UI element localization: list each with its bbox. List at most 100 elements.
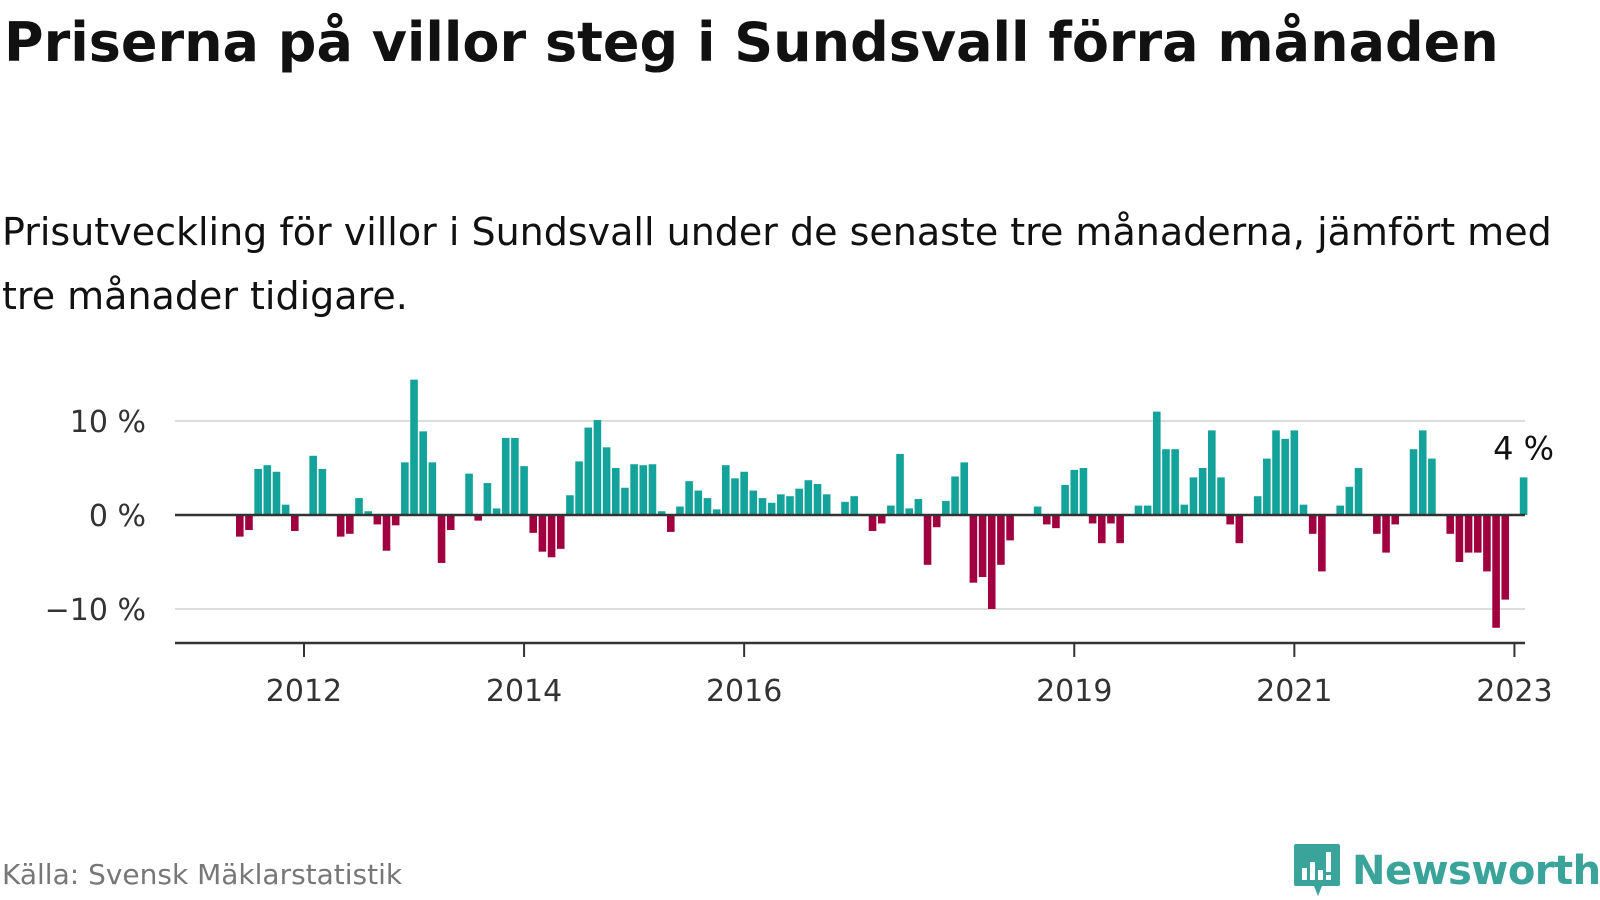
bars (236, 379, 1528, 628)
bar (896, 453, 904, 515)
bar (639, 465, 648, 515)
bar (437, 515, 446, 563)
bar (346, 515, 354, 534)
bar (841, 501, 849, 515)
bar (483, 483, 492, 515)
bar (336, 515, 345, 537)
bar (1272, 430, 1280, 515)
bar (822, 494, 831, 515)
bar (1208, 430, 1216, 515)
bar (1070, 469, 1079, 515)
bar (419, 431, 427, 515)
bar (648, 464, 657, 515)
bar (593, 420, 602, 515)
bar (1097, 515, 1106, 544)
bar (538, 515, 547, 552)
bar (556, 515, 565, 549)
bar (1382, 515, 1390, 553)
y-tick-label: 0 % (89, 499, 146, 534)
bar (1409, 449, 1418, 515)
bar (1217, 477, 1225, 515)
bar (1299, 504, 1308, 515)
bar (520, 466, 528, 515)
bar (1464, 515, 1473, 553)
bar (712, 509, 721, 515)
bar (355, 498, 363, 515)
bar-chart: 10 % 0 % −10 % 2012 2014 2016 2019 2021 2023 4 … (45, 379, 1554, 709)
bar (566, 495, 574, 515)
bar (731, 478, 739, 515)
bar (501, 437, 510, 515)
bar (263, 465, 272, 515)
bar (1281, 438, 1289, 515)
bar (291, 515, 299, 531)
bar (1153, 411, 1161, 515)
bar (1189, 477, 1198, 515)
y-axis-labels: 10 % 0 % −10 % (45, 405, 146, 628)
chart-subtitle: Prisutveckling för villor i Sundsvall un… (2, 210, 1552, 318)
bar (391, 515, 400, 526)
bar (1061, 484, 1069, 515)
x-tick-label: 2012 (266, 674, 342, 709)
bar (942, 500, 950, 515)
bar (1492, 515, 1500, 628)
bar (758, 498, 767, 515)
bar (786, 496, 794, 515)
bar (951, 476, 959, 515)
bar (887, 505, 895, 515)
bar (1052, 515, 1060, 529)
bar (1162, 449, 1170, 515)
bar (1134, 505, 1143, 515)
y-tick-label: 10 % (70, 405, 146, 440)
bar (630, 464, 638, 515)
newsworthy-logo: Newsworthy (1292, 842, 1600, 900)
bar (932, 515, 941, 528)
bar (1198, 468, 1207, 515)
x-tick-label: 2019 (1036, 674, 1112, 709)
bar (703, 498, 712, 515)
bar (1336, 505, 1344, 515)
newsworthy-logo-text: Newsworthy (1352, 848, 1600, 894)
bar (676, 506, 684, 515)
bar (813, 483, 822, 515)
bar (987, 515, 996, 609)
bar (272, 471, 281, 515)
bar (1428, 458, 1436, 515)
x-tick-label: 2016 (706, 674, 782, 709)
bar (923, 515, 932, 565)
chart-title: Priserna på villor steg i Sundsvall förr… (4, 11, 1499, 74)
bar (1308, 515, 1317, 534)
bar (575, 461, 583, 515)
bar (446, 515, 455, 531)
bar (428, 462, 437, 515)
bar (1171, 449, 1179, 515)
bar (474, 515, 483, 521)
bar (1033, 506, 1042, 515)
bar (401, 462, 409, 515)
bar (914, 499, 923, 515)
bar (666, 515, 675, 532)
bar (309, 455, 317, 515)
bar (722, 465, 730, 515)
bar (1473, 515, 1482, 553)
bar (1253, 496, 1262, 515)
bar (877, 515, 886, 524)
bar (1391, 515, 1400, 525)
bar (740, 471, 748, 515)
bar (960, 462, 969, 515)
bar (1455, 515, 1464, 562)
source-note: Källa: Svensk Mäklarstatistik (2, 858, 403, 891)
bar (1345, 486, 1354, 515)
bar (236, 515, 244, 537)
bar (382, 515, 391, 551)
bar (1501, 515, 1510, 600)
bar (465, 473, 473, 515)
bar (749, 490, 758, 515)
bar (868, 515, 877, 531)
bar (602, 447, 611, 515)
newsworthy-logo-icon (1294, 844, 1340, 896)
bar (1226, 515, 1234, 525)
bar (795, 488, 803, 515)
bar (1373, 515, 1381, 534)
bar (254, 468, 262, 515)
